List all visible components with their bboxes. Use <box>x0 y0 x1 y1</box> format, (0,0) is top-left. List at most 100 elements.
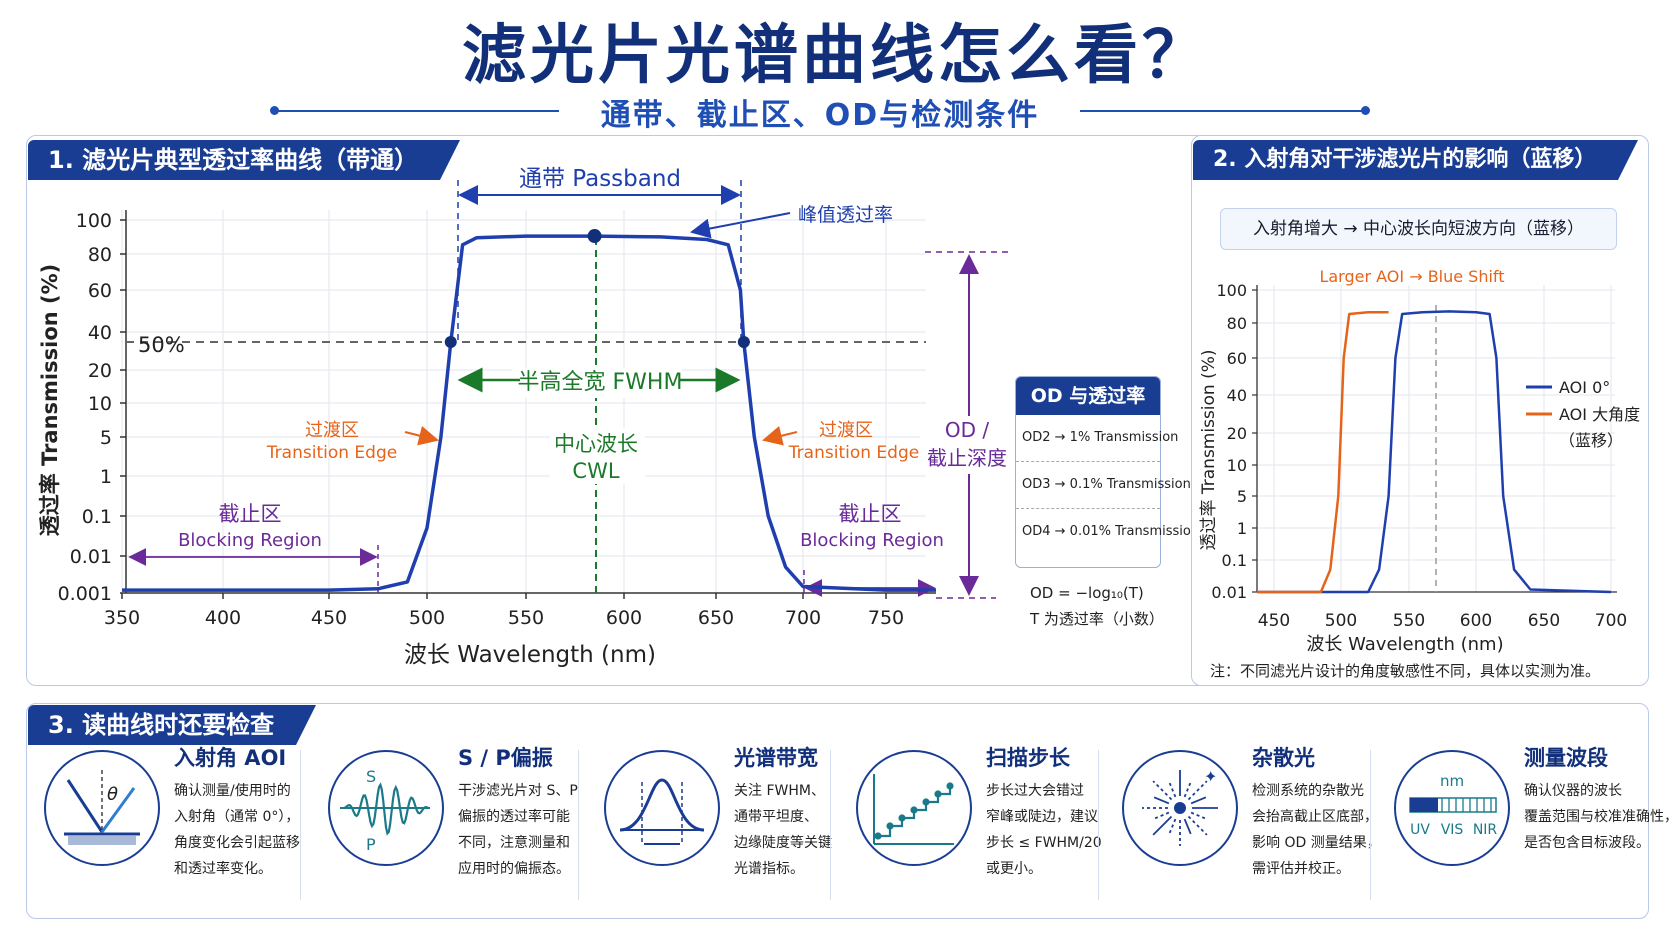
scatter-ray <box>1152 815 1173 836</box>
check-item-line: 入射角（通常 0°）， <box>174 809 300 825</box>
section2-tag: 2. 入射角对干涉滤光片的影响（蓝移） <box>1193 140 1639 180</box>
step-point <box>910 806 918 814</box>
stray-light-icon: ✦ <box>1122 750 1238 866</box>
chart1-grid <box>121 210 926 594</box>
check-item-line: 确认仪器的波长 <box>1524 783 1622 799</box>
check-item-title: 测量波段 <box>1524 746 1608 770</box>
x-tick-label: 700 <box>785 607 821 629</box>
passband-label: 通带 Passband <box>519 166 681 192</box>
check-item-line: 干涉滤光片对 S、P <box>458 783 578 799</box>
checklist-divider <box>1370 750 1371 900</box>
light-source <box>1174 802 1186 814</box>
scatter-ray <box>1153 796 1170 805</box>
x-tick-label: 550 <box>508 607 544 629</box>
scatter-ray <box>1183 818 1192 835</box>
transition-right-arrow <box>762 426 798 446</box>
check-item-body: 步长过大会错过 窄峰或陡边，建议 步长 ≤ FWHM/20 或更小。 <box>986 778 1102 882</box>
check-item: θ 入射角 AOI 确认测量/使用时的 入射角（通常 0°）， 角度变化会引起蓝移 和透过… <box>44 742 314 910</box>
x-tick-label: 600 <box>606 607 642 629</box>
scatter-ray <box>1187 815 1208 836</box>
check-item-line: 边缘陡度等关键 <box>734 835 832 851</box>
peak-arrow <box>690 212 791 239</box>
check-item-line: 角度变化会引起蓝移 <box>174 835 300 851</box>
step-scan-icon <box>856 750 972 866</box>
od-box-title: OD 与透过率 <box>1016 377 1160 415</box>
vis-label: VIS <box>1441 822 1464 838</box>
section1-tag: 1. 滤光片典型透过率曲线（带通） <box>28 140 461 180</box>
y-tick-label: 1 <box>100 466 112 488</box>
check-item-line: 光谱指标。 <box>734 861 804 877</box>
peak-label: 峰值透过率 <box>798 204 893 226</box>
od-formula-note: T 为透过率（小数） <box>1030 610 1164 628</box>
subtitle-line-right <box>1080 110 1365 112</box>
checklist-divider <box>300 750 301 900</box>
chart1-axes: 0.001 0.01 0.1 1 5 10 20 40 60 80 100 350 400 450 500 5… <box>38 210 936 668</box>
uv-label: UV <box>1410 822 1430 838</box>
checklist-divider <box>1098 750 1099 900</box>
check-item-line: 偏振的透过率可能 <box>458 809 570 825</box>
subtitle-bar: 通带、截止区、OD与检测条件 <box>270 90 1370 133</box>
check-item-title: 杂散光 <box>1252 746 1315 770</box>
check-item-title: S / P偏振 <box>458 746 553 770</box>
od-depth-label-bg <box>920 416 1018 474</box>
scatter-ray <box>1153 811 1170 820</box>
check-item-title: 扫描步长 <box>986 746 1070 770</box>
chart1-series <box>122 229 936 592</box>
band-uv-segment <box>1410 798 1438 812</box>
s-wave <box>343 782 429 836</box>
y-tick-label: 60 <box>88 280 112 302</box>
wavelength-band-icon-graphic: nm UV VIS NIR <box>1409 772 1498 838</box>
fwhm-label-bg <box>512 368 682 398</box>
section3-tag: 3. 读曲线时还要检查 <box>28 705 317 745</box>
transition-left-en: Transition Edge <box>266 443 397 463</box>
blocking-right-cn: 截止区 <box>839 502 902 526</box>
cwl-label-en: CWL <box>572 459 619 483</box>
blocking-left-cn: 截止区 <box>219 502 282 526</box>
scatter-ray <box>1183 781 1192 798</box>
check-item-body: 确认测量/使用时的 入射角（通常 0°）， 角度变化会引起蓝移 和透过率变化。 <box>174 778 300 882</box>
x-tick-label: 400 <box>205 607 241 629</box>
check-item-body: 检测系统的杂散光 会抬高截止区底部， 影响 OD 测量结果， 需评估并校正。 <box>1252 778 1381 882</box>
page-title: 滤光片光谱曲线怎么看？ <box>462 19 1210 93</box>
od-transmission-box: OD 与透过率 OD2 → 1% Transmission OD3 → 0.1%… <box>1015 376 1200 568</box>
incident-ray <box>66 779 104 833</box>
scatter-ray <box>1190 796 1207 805</box>
check-item-line: 窄峰或陡边，建议 <box>986 809 1098 825</box>
check-item-body: 干涉滤光片对 S、P 偏振的透过率可能 不同，注意测量和 应用时的偏振态。 <box>458 778 578 882</box>
s-label: S <box>366 767 376 786</box>
y-tick-label: 10 <box>88 393 112 415</box>
checklist-divider <box>578 750 579 900</box>
peak-curve <box>619 778 705 832</box>
scatter-ray <box>1190 811 1207 820</box>
bandwidth-peak-icon <box>604 750 720 866</box>
y-tick-label: 0.1 <box>82 506 112 528</box>
y-tick-label: 20 <box>88 360 112 382</box>
check-item: nm UV VIS NIR 测量波段 确认仪器的波长 覆盖范围与校准准确性， 是否包含目标波段… <box>1394 742 1672 910</box>
transition-left-cn: 过渡区 <box>305 420 359 441</box>
aoi-shift-note: 入射角增大 → 中心波长向短波方向（蓝移） <box>1220 208 1617 250</box>
x-tick-label: 650 <box>698 607 734 629</box>
nir-label: NIR <box>1473 822 1498 838</box>
check-item-title: 入射角 AOI <box>174 746 287 770</box>
check-item-line: 覆盖范围与校准准确性， <box>1524 809 1672 825</box>
checklist-divider <box>830 750 831 900</box>
p-label: P <box>366 835 376 854</box>
od-row: OD4 → 0.01% Transmission <box>1022 524 1200 539</box>
transition-left-arrow <box>404 425 439 446</box>
scatter-ray <box>1168 781 1177 798</box>
od-row: OD3 → 0.1% Transmission <box>1016 462 1191 509</box>
polarization-wave-icon-graphic: SP <box>340 767 430 854</box>
stray-light-icon-graphic: ✦ <box>1142 767 1218 846</box>
checklist-panel <box>26 703 1649 919</box>
subtitle-line-left <box>274 110 559 112</box>
x-tick-label: 500 <box>409 607 445 629</box>
scatter-ray <box>1152 780 1173 801</box>
sparkle-mark: ✦ <box>1204 767 1217 786</box>
check-item-line: 步长 ≤ FWHM/20 <box>986 835 1102 851</box>
bandwidth-peak-icon-graphic <box>619 778 705 845</box>
reflected-ray <box>100 787 136 833</box>
check-item-line: 或更小。 <box>986 861 1042 877</box>
page-subtitle: 通带、截止区、OD与检测条件 <box>600 98 1040 133</box>
od-formula: OD = −log₁₀(T) <box>1030 584 1144 602</box>
